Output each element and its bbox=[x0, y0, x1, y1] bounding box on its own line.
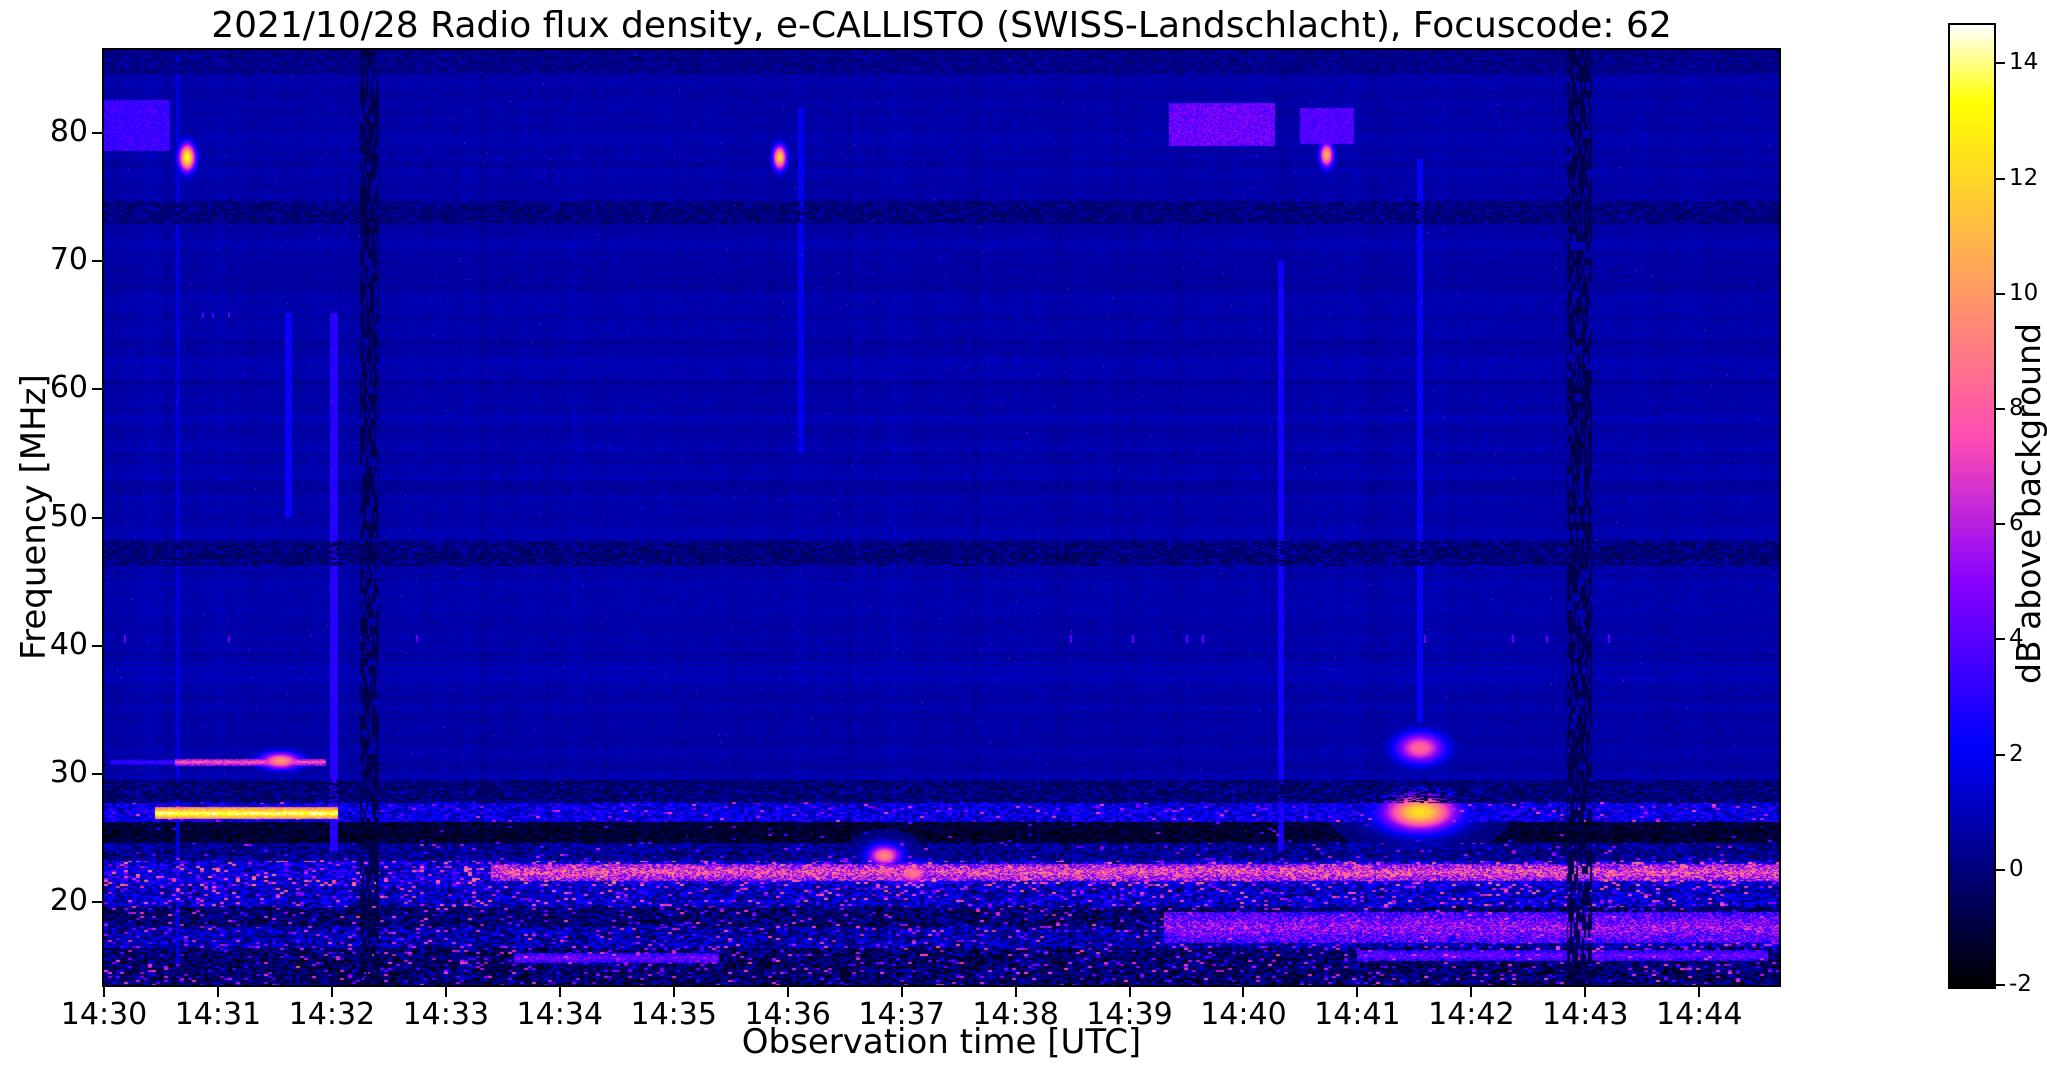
x-tick-label: 14:35 bbox=[630, 997, 717, 1032]
x-tick-mark bbox=[558, 987, 561, 997]
x-tick-label: 14:36 bbox=[744, 997, 831, 1032]
x-tick-label: 14:37 bbox=[858, 997, 945, 1032]
y-tick-mark bbox=[92, 132, 102, 135]
x-tick-mark bbox=[1470, 987, 1473, 997]
colorbar-tick-label: 8 bbox=[2009, 394, 2024, 421]
x-tick-mark bbox=[1584, 987, 1587, 997]
y-tick-label: 80 bbox=[49, 114, 88, 150]
colorbar-tick-mark bbox=[1996, 984, 2005, 986]
colorbar-tick-label: 2 bbox=[2009, 740, 2024, 767]
x-tick-mark bbox=[1356, 987, 1359, 997]
y-tick-label: 40 bbox=[49, 626, 88, 662]
x-tick-label: 14:31 bbox=[174, 997, 262, 1032]
x-tick-mark bbox=[1128, 987, 1131, 997]
x-tick-mark bbox=[216, 987, 219, 997]
x-tick-mark bbox=[672, 987, 675, 997]
colorbar-tick-label: -2 bbox=[2009, 971, 2032, 997]
colorbar-tick-mark bbox=[1996, 638, 2005, 641]
colorbar-label: dB above background bbox=[2009, 323, 2047, 685]
x-tick-mark bbox=[1698, 987, 1701, 997]
plot-area bbox=[102, 48, 1781, 987]
y-tick-label: 50 bbox=[49, 498, 88, 534]
colorbar-tick-mark bbox=[1996, 753, 2005, 756]
colorbar-tick-label: 4 bbox=[2009, 625, 2024, 652]
x-tick-mark bbox=[1014, 987, 1017, 997]
colorbar-canvas bbox=[1950, 25, 1994, 987]
x-tick-label: 14:30 bbox=[60, 997, 148, 1032]
colorbar-tick-mark bbox=[1996, 523, 2005, 526]
x-tick-mark bbox=[330, 987, 333, 997]
y-tick-mark bbox=[92, 644, 102, 647]
x-tick-label: 14:34 bbox=[516, 997, 604, 1032]
colorbar-tick-mark bbox=[1996, 62, 2005, 65]
colorbar-tick-label: 10 bbox=[2009, 279, 2039, 306]
spectrogram-canvas bbox=[104, 50, 1779, 985]
x-tick-label: 14:41 bbox=[1314, 997, 1401, 1032]
x-tick-label: 14:40 bbox=[1200, 997, 1287, 1032]
y-tick-label: 60 bbox=[49, 370, 88, 406]
x-tick-mark bbox=[786, 987, 789, 997]
y-tick-mark bbox=[92, 388, 102, 391]
x-tick-label: 14:38 bbox=[972, 997, 1059, 1032]
x-tick-label: 14:43 bbox=[1542, 997, 1629, 1032]
colorbar-tick-label: 6 bbox=[2009, 510, 2024, 537]
colorbar-tick-label: 12 bbox=[2009, 164, 2039, 191]
colorbar bbox=[1948, 23, 1996, 989]
x-tick-mark bbox=[103, 987, 105, 997]
colorbar-tick-mark bbox=[1996, 177, 2005, 180]
colorbar-tick-mark bbox=[1996, 292, 2005, 295]
y-tick-label: 20 bbox=[49, 882, 88, 918]
x-tick-mark bbox=[1242, 987, 1245, 997]
chart-title: 2021/10/28 Radio flux density, e-CALLIST… bbox=[211, 5, 1672, 46]
y-tick-label: 30 bbox=[49, 754, 88, 790]
colorbar-tick-mark bbox=[1996, 407, 2005, 410]
y-tick-mark bbox=[92, 260, 102, 263]
x-tick-label: 14:32 bbox=[288, 997, 376, 1032]
colorbar-tick-mark bbox=[1996, 868, 2005, 871]
colorbar-tick-label: 0 bbox=[2009, 855, 2024, 882]
x-tick-label: 14:44 bbox=[1656, 997, 1743, 1032]
colorbar-tick-label: 14 bbox=[2009, 49, 2039, 76]
x-tick-label: 14:39 bbox=[1086, 997, 1173, 1032]
y-tick-mark bbox=[92, 516, 102, 519]
x-axis-label: Observation time [UTC] bbox=[741, 1022, 1142, 1062]
y-tick-mark bbox=[92, 772, 102, 775]
x-tick-label: 14:33 bbox=[402, 997, 490, 1032]
y-tick-mark bbox=[92, 900, 102, 903]
x-tick-mark bbox=[900, 987, 903, 997]
y-tick-label: 70 bbox=[49, 242, 88, 278]
x-tick-label: 14:42 bbox=[1428, 997, 1515, 1032]
x-tick-mark bbox=[444, 987, 447, 997]
